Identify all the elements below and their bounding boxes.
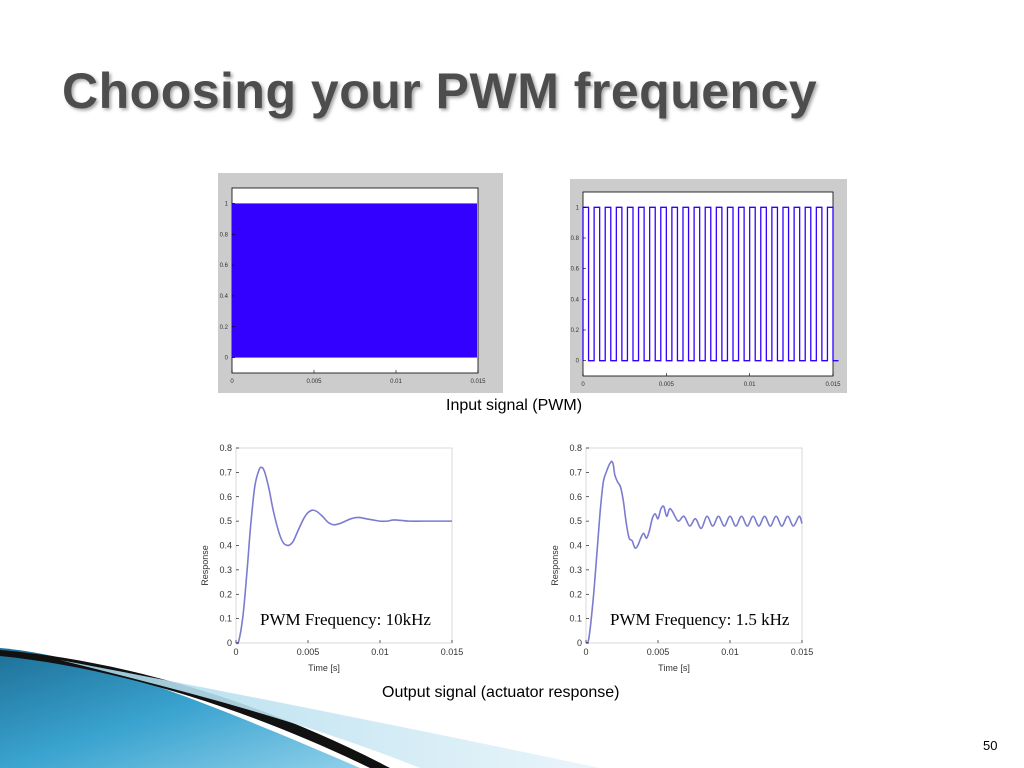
x-tick-label: 0 (230, 379, 234, 385)
chart-response-1500hz: 0 0.005 0.01 0.015 0 0.1 0.2 0.3 0.4 0.5 0.6 0.7 0.8… (548, 440, 858, 675)
x-tick-label: 0.005 (306, 379, 322, 385)
x-tick-label: 0.015 (441, 647, 464, 657)
y-tick-label: 0 (225, 356, 229, 362)
x-tick-label: 0.01 (371, 647, 389, 657)
y-tick-label: 0.6 (571, 267, 580, 273)
pwm-wave-series (232, 203, 477, 358)
y-tick-label: 0 (577, 638, 582, 648)
y-tick-label: 0.7 (569, 467, 582, 477)
response-series-0 (235, 466, 452, 645)
x-tick-label: 0 (233, 647, 238, 657)
y-axis-label: Response (200, 545, 210, 586)
x-axis-label: Time [s] (658, 663, 690, 673)
y-tick-label: 0.8 (569, 443, 582, 453)
y-tick-label: 0.4 (220, 294, 229, 300)
y-tick-label: 0.1 (219, 614, 232, 624)
y-tick-label: 0.8 (219, 443, 232, 453)
y-tick-label: 0.6 (219, 492, 232, 502)
input-signal-caption: Input signal (PWM) (446, 397, 583, 414)
pwm-wave-series-0 (582, 206, 839, 362)
output-signal-caption: Output signal (actuator response) (382, 684, 620, 701)
x-tick-label: 0.005 (297, 647, 320, 657)
y-tick-label: 0.1 (569, 614, 582, 624)
pwm-frequency-annotation: PWM Frequency: 1.5 kHz (610, 610, 790, 629)
y-tick-label: 0.3 (569, 565, 582, 575)
y-tick-label: 0.6 (220, 263, 229, 269)
y-tick-label: 0.4 (219, 541, 232, 551)
y-tick-label: 0.6 (569, 492, 582, 502)
y-tick-label: 0.4 (571, 297, 580, 303)
x-tick-label: 0 (583, 647, 588, 657)
y-tick-label: 0.2 (571, 328, 580, 334)
x-tick-label: 0.01 (721, 647, 739, 657)
y-tick-label: 0.4 (569, 541, 582, 551)
x-tick-label: 0.005 (647, 647, 670, 657)
response-series-0 (585, 460, 803, 644)
y-tick-label: 0.3 (219, 565, 232, 575)
y-axis-label: Response (550, 545, 560, 586)
y-tick-label: 0.5 (219, 516, 232, 526)
y-tick-label: 0.8 (571, 236, 580, 242)
plot-area (235, 447, 453, 644)
x-tick-label: 0 (581, 382, 585, 388)
x-tick-label: 0.015 (791, 647, 814, 657)
y-tick-label: 0.2 (219, 589, 232, 599)
x-tick-label: 0.005 (659, 382, 675, 388)
y-tick-label: 0.5 (569, 516, 582, 526)
y-tick-label: 0 (576, 359, 580, 365)
slide-number: 50 (983, 738, 998, 753)
chart-pwm-1500hz: 0 0.005 0.01 0.015 0 0.2 0.4 0.6 0.8 1 (570, 179, 847, 393)
y-tick-label: 0.7 (219, 467, 232, 477)
x-tick-label: 0.01 (744, 382, 756, 388)
chart-pwm-10khz: 0 0.005 0.01 0.015 0 0.2 0.4 0.6 0.8 1 (218, 173, 503, 393)
x-axis-label: Time [s] (308, 663, 340, 673)
y-tick-label: 1 (576, 205, 580, 211)
chart-response-10khz: 0 0.005 0.01 0.015 0 0.1 0.2 0.3 0.4 0.5 0.6 0.7 0.8… (198, 440, 508, 675)
x-tick-label: 0.01 (390, 379, 402, 385)
y-tick-label: 0.2 (569, 589, 582, 599)
pwm-frequency-annotation: PWM Frequency: 10kHz (260, 610, 431, 629)
x-tick-label: 0.015 (825, 382, 841, 388)
y-tick-label: 0.8 (220, 232, 229, 238)
x-tick-label: 0.015 (470, 379, 486, 385)
y-tick-label: 0.2 (220, 325, 229, 331)
slide-title: Choosing your PWM frequency (62, 63, 818, 119)
y-tick-label: 0 (227, 638, 232, 648)
y-tick-label: 1 (225, 201, 229, 207)
plot-area (582, 191, 834, 377)
plot-area (585, 447, 803, 644)
